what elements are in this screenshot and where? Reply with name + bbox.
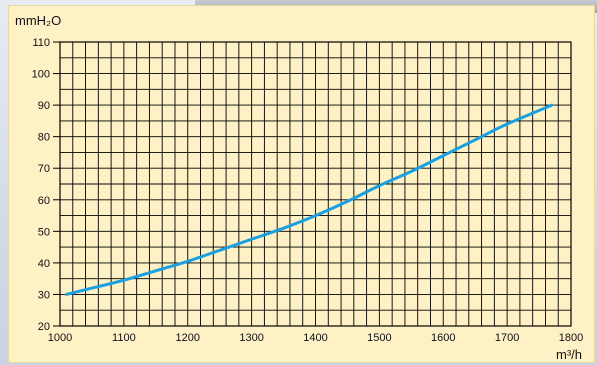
x-tick-label: 1400 xyxy=(303,332,327,344)
x-tick-label: 1000 xyxy=(48,332,72,344)
pressure-flow-chart: mmH₂O m³/h 20 30 40 50 60 70 80 90 100 110 1000 110… xyxy=(15,13,583,362)
y-tick-label: 30 xyxy=(38,289,50,301)
x-tick-label: 1500 xyxy=(367,332,391,344)
y-tick-label: 110 xyxy=(32,37,50,49)
x-tick-label: 1800 xyxy=(559,332,583,344)
pressure-curve-line xyxy=(64,103,554,296)
y-tick-label: 50 xyxy=(38,226,50,238)
chart-panel: mmH₂O m³/h 20 30 40 50 60 70 80 90 100 110 1000 110… xyxy=(8,5,595,363)
y-tick-label: 20 xyxy=(38,321,50,333)
x-axis-label: m³/h xyxy=(556,347,582,362)
y-tick-label: 100 xyxy=(32,69,50,81)
y-tick-label: 80 xyxy=(38,132,50,144)
x-tick-label: 1300 xyxy=(239,332,263,344)
y-tick-label: 40 xyxy=(38,258,50,270)
x-tick-label: 1600 xyxy=(431,332,455,344)
plot-frame xyxy=(59,41,572,327)
x-tick-label: 1200 xyxy=(176,332,200,344)
y-axis-label: mmH₂O xyxy=(15,13,61,28)
y-tick-label: 60 xyxy=(38,195,50,207)
y-tick-label: 90 xyxy=(38,100,50,112)
x-tick-label: 1700 xyxy=(495,332,519,344)
x-tick-label: 1100 xyxy=(112,332,136,344)
y-tick-label: 70 xyxy=(38,163,50,175)
